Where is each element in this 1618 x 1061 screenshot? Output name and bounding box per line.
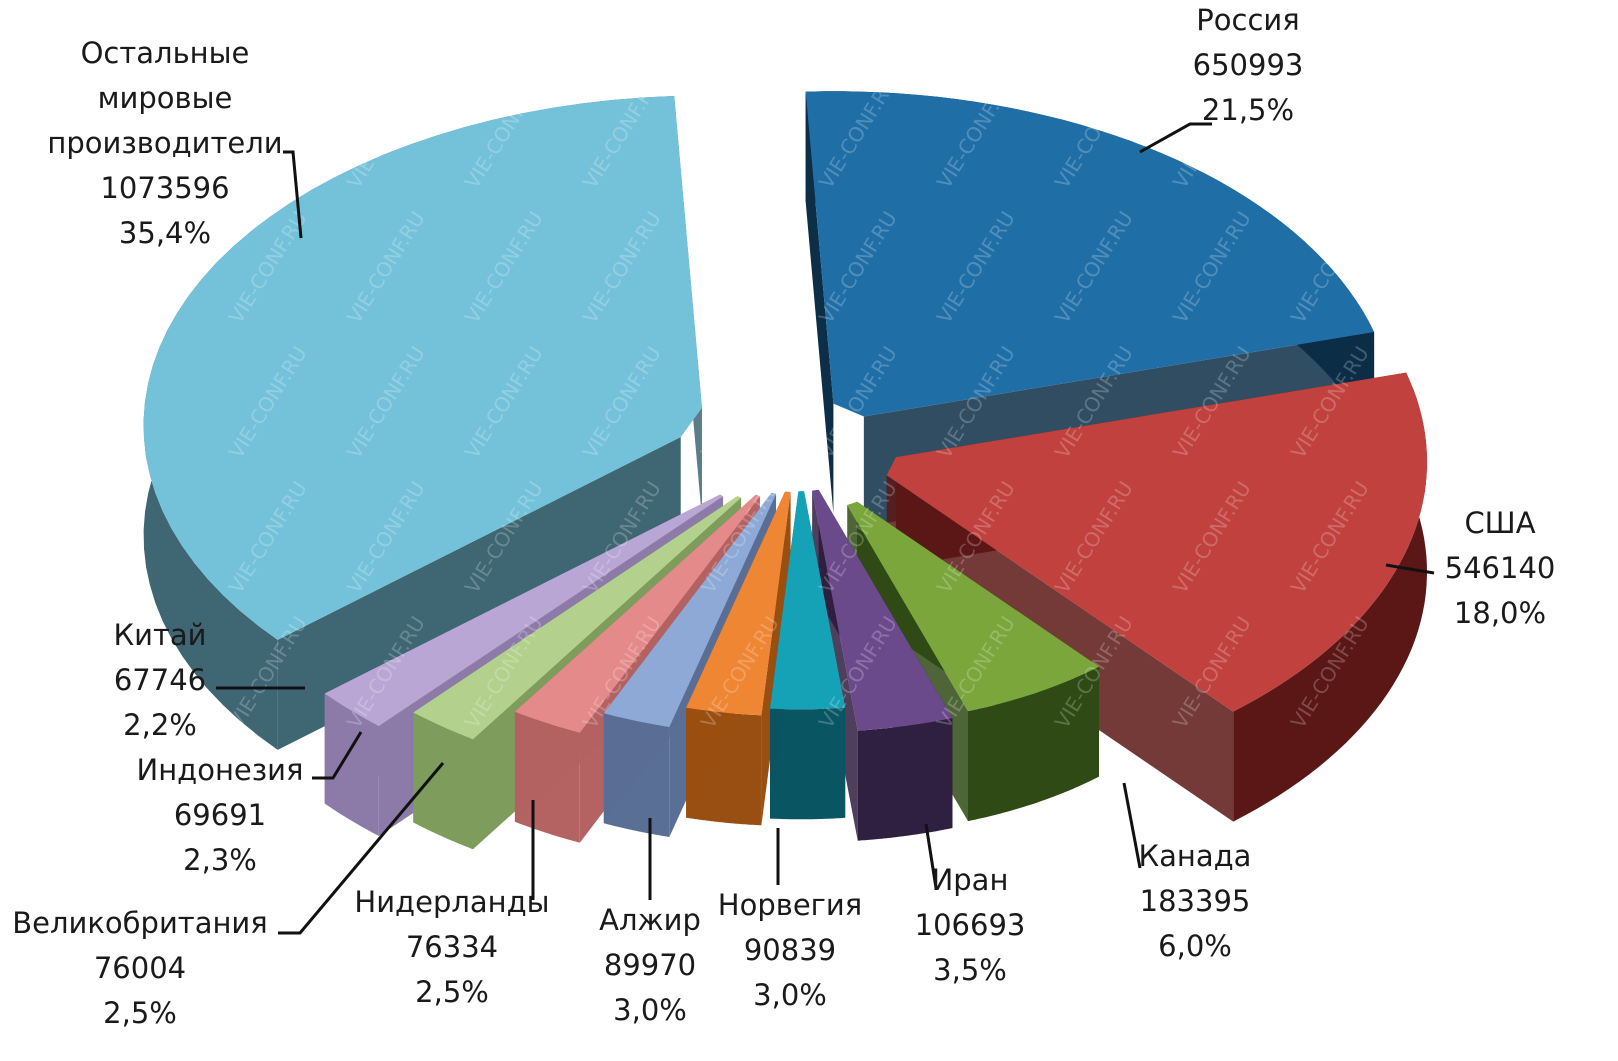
slice-value: 650993: [1193, 48, 1304, 82]
slice-top-face: [143, 96, 703, 640]
slice-label: мировые: [98, 81, 233, 115]
leader-line: [924, 823, 938, 889]
slice-percent: 2,5%: [415, 975, 489, 1009]
slice-label: Китай 67746 2,2%: [114, 618, 207, 742]
slice-value: 89970: [604, 948, 696, 982]
slice-value: 69691: [174, 798, 266, 832]
slice-top-face: [413, 496, 742, 740]
slice-label: Алжир 89970 3,0%: [599, 903, 701, 1027]
watermark-text: VIE-CONF.RU: [696, 342, 784, 463]
slice-label: Канада: [1139, 839, 1252, 873]
leader-line: [1139, 122, 1212, 154]
watermark-text: VIE-CONF.RU: [696, 72, 784, 193]
slice-value: 183395: [1140, 884, 1251, 918]
slice-label: производители: [47, 126, 282, 160]
slice-label: США 546140 18,0%: [1445, 506, 1556, 630]
leader-line: [278, 762, 445, 935]
slice-label: Нидерланды: [354, 885, 549, 919]
slice-top-face: [847, 501, 1099, 712]
data-labels: Россия 650993 21,5% США 546140 18,0% Канада 183…: [12, 3, 1555, 1030]
slice-label: Нидерланды 76334 2,5%: [354, 885, 549, 1009]
slice-percent: 3,5%: [933, 953, 1007, 987]
slice-side-wall: [1233, 372, 1427, 822]
slice-label: Индонезия: [137, 753, 304, 787]
slice-cut-wall: [805, 91, 834, 514]
slice-percent: 3,0%: [753, 978, 827, 1012]
slice-label: Индонезия 69691 2,3%: [137, 753, 304, 877]
leader-line: [283, 150, 303, 239]
slice-top-face: [770, 491, 846, 710]
slice-top-face: [886, 372, 1427, 712]
slice-percent: 3,0%: [613, 993, 687, 1027]
slice-value: 546140: [1445, 551, 1556, 585]
slice-value: 76334: [406, 930, 498, 964]
slice-value: 106693: [915, 908, 1026, 942]
slice-value: 1073596: [100, 171, 229, 205]
slice-value: 90839: [744, 933, 836, 967]
slice-percent: 35,4%: [119, 216, 211, 250]
slice-label: Канада 183395 6,0%: [1139, 839, 1252, 963]
slice-label: Алжир: [599, 903, 701, 937]
slice-top-face: [514, 494, 760, 733]
slice-label: Остальные мировые производители 1073596 35,4…: [47, 36, 282, 250]
slice-percent: 2,5%: [103, 996, 177, 1030]
slice-label: Остальные: [81, 36, 250, 70]
slice-label: Китай: [114, 618, 207, 652]
slice-label: Великобритания: [12, 906, 267, 940]
slice-label: Великобритания 76004 2,5%: [12, 906, 267, 1030]
watermark-text: VIE-CONF.RU: [696, 207, 784, 328]
slice-top-face: [812, 489, 953, 731]
slice-label: Иран: [932, 863, 1009, 897]
leader-line: [312, 731, 363, 780]
leader-lines: [216, 122, 1435, 935]
slice-percent: 6,0%: [1158, 929, 1232, 963]
watermark-text: VIE-CONF.RU: [1168, 72, 1256, 193]
slice-side-wall: [770, 707, 846, 820]
slice-label: Иран 106693 3,5%: [915, 863, 1026, 987]
slice-percent: 21,5%: [1202, 93, 1294, 127]
slice-value: 67746: [114, 663, 206, 697]
slice-top-face: [603, 492, 777, 727]
slice-6: [686, 491, 791, 826]
leader-line: [1385, 563, 1435, 575]
slice-percent: 2,2%: [123, 708, 197, 742]
slice-label: Россия 650993 21,5%: [1193, 3, 1304, 127]
slice-percent: 18,0%: [1454, 596, 1546, 630]
slice-percent: 2,3%: [183, 843, 257, 877]
slice-top-face: [324, 494, 724, 726]
watermark-text: VIE-CONF.RU: [1286, 72, 1374, 193]
slice-top-face: [805, 91, 1375, 417]
slice-label: Норвегия 90839 3,0%: [718, 888, 862, 1012]
slice-top-face: [686, 491, 791, 716]
leader-line: [1122, 782, 1142, 869]
slice-label: Норвегия: [718, 888, 862, 922]
pie-slices: [143, 91, 1427, 850]
slice-label: Россия: [1196, 3, 1299, 37]
slice-5: [769, 491, 846, 820]
slice-value: 76004: [94, 951, 186, 985]
slice-label: США: [1464, 506, 1535, 540]
